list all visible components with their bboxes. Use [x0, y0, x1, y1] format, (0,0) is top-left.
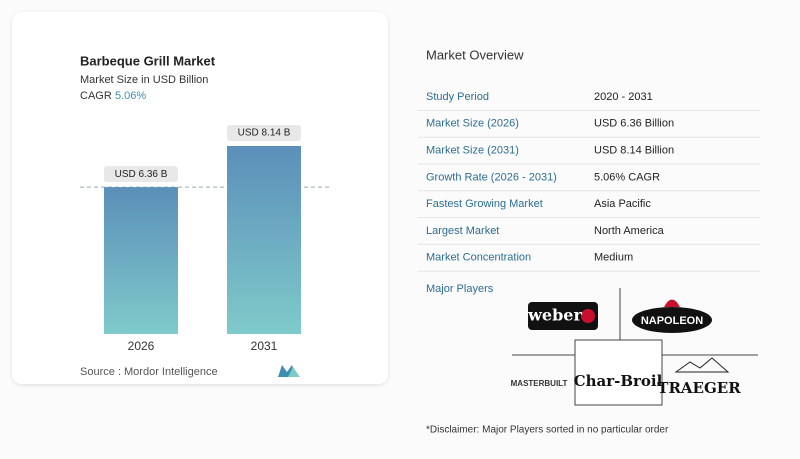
player-logo: NAPOLEON	[641, 315, 703, 327]
row-value: USD 6.36 Billion	[594, 118, 674, 130]
value-label: USD 6.36 B	[115, 169, 168, 180]
traeger-mountains	[674, 357, 730, 373]
chart-title: Barbeque Grill Market	[80, 53, 216, 68]
value-label: USD 8.14 B	[238, 128, 291, 139]
row-label: Study Period	[426, 91, 489, 103]
bar	[227, 146, 301, 334]
row-value: North America	[594, 225, 665, 237]
row-label: Market Size (2031)	[426, 145, 519, 157]
napoleon-flame	[664, 299, 680, 307]
row-label: Largest Market	[426, 225, 499, 237]
players-label: Major Players	[426, 283, 494, 295]
logo-shape	[288, 367, 300, 377]
player-logo: MASTERBUILT	[511, 379, 568, 388]
napoleon-logo	[632, 307, 712, 333]
player-logo: Char-Broil	[574, 372, 663, 390]
value-label-box	[227, 125, 301, 141]
player-logo: TRAEGER	[657, 379, 741, 397]
row-label: Growth Rate (2026 - 2031)	[426, 171, 557, 183]
x-tick-label: 2031	[251, 339, 278, 353]
disclaimer: *Disclaimer: Major Players sorted in no …	[426, 425, 669, 436]
source-logo	[278, 365, 300, 377]
source: Source : Mordor Intelligence	[80, 366, 218, 378]
bar	[104, 187, 178, 334]
row-value: 5.06% CAGR	[594, 171, 660, 183]
x-tick-label: 2026	[128, 339, 155, 353]
overview-title: Market Overview	[426, 47, 524, 62]
row-label: Fastest Growing Market	[426, 198, 543, 210]
value-label-box	[104, 166, 178, 183]
cagr-label: CAGR	[80, 90, 112, 102]
row-value: Asia Pacific	[594, 198, 651, 210]
weber-icon	[581, 309, 595, 323]
row-value: USD 8.14 Billion	[594, 145, 674, 157]
chart-subtitle: Market Size in USD Billion	[80, 74, 208, 86]
row-label: Market Concentration	[426, 252, 531, 264]
row-value: Medium	[594, 252, 633, 264]
weber-logo	[528, 302, 598, 330]
row-label: Market Size (2026)	[426, 118, 519, 130]
cagr-value: 5.06%	[115, 90, 146, 102]
player-logo: weber	[527, 306, 582, 325]
row-value: 2020 - 2031	[594, 91, 653, 103]
charbroil-box	[574, 339, 663, 406]
